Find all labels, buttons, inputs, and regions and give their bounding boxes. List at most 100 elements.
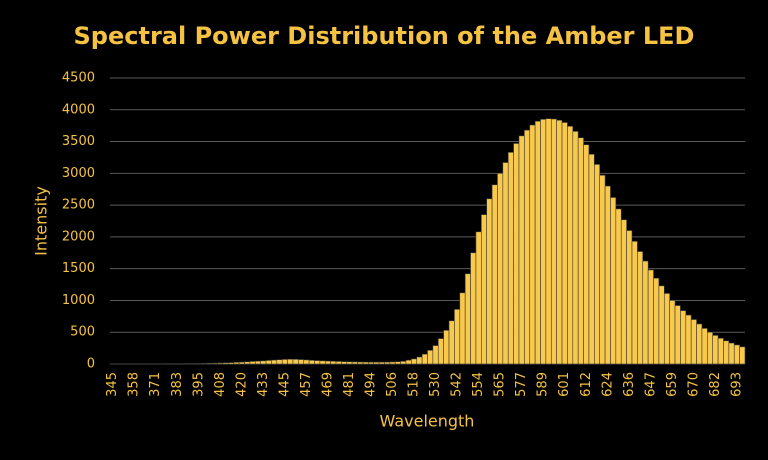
bar	[437, 338, 444, 365]
bar	[567, 126, 574, 365]
bar	[610, 197, 617, 365]
y-tick-label: 3500	[62, 134, 95, 149]
bar	[599, 174, 606, 365]
x-tick-label: 420	[234, 372, 249, 397]
x-tick-label: 358	[127, 372, 142, 397]
bar	[604, 185, 611, 365]
y-tick-label: 0	[87, 357, 95, 372]
bar	[405, 359, 412, 365]
bar	[502, 162, 509, 365]
bar	[357, 361, 364, 365]
bar	[454, 309, 461, 365]
bar	[211, 362, 218, 365]
x-tick-label: 554	[471, 372, 486, 397]
bar	[206, 362, 213, 365]
bar	[594, 164, 601, 365]
bar	[201, 363, 208, 365]
bar	[244, 361, 251, 365]
bar	[341, 361, 348, 365]
bar	[524, 129, 531, 365]
y-tick-label: 4000	[62, 102, 95, 117]
x-axis-label: Wavelength	[380, 412, 475, 431]
x-tick-label: 518	[407, 372, 422, 397]
bar	[507, 152, 514, 365]
bar	[195, 363, 202, 365]
x-tick-label: 433	[256, 372, 271, 397]
y-tick-label: 500	[70, 325, 95, 340]
x-tick-label: 612	[579, 372, 594, 397]
bar	[658, 285, 665, 365]
bar	[448, 320, 455, 365]
bar	[459, 292, 466, 365]
x-tick-label: 565	[493, 372, 508, 397]
bar	[464, 273, 471, 365]
bar	[368, 361, 374, 365]
x-tick-label: 445	[277, 372, 292, 397]
bar	[637, 251, 644, 365]
y-tick-label: 1500	[62, 261, 95, 276]
bar	[707, 331, 714, 365]
bar	[556, 119, 563, 365]
bar	[486, 198, 493, 365]
x-tick-label: 624	[600, 372, 615, 397]
bar	[298, 359, 305, 365]
bar	[534, 120, 541, 365]
x-tick-label: 408	[213, 372, 228, 397]
bar	[346, 361, 353, 365]
bar	[733, 344, 740, 365]
bar	[384, 361, 391, 365]
y-axis-label: Intensity	[32, 186, 51, 256]
y-tick-label: 3000	[62, 166, 95, 181]
x-tick-label: 636	[622, 372, 637, 397]
bar	[362, 361, 369, 365]
bar	[335, 361, 342, 365]
bar	[416, 356, 423, 365]
bar	[314, 360, 321, 365]
x-tick-label: 542	[450, 372, 465, 397]
bar	[319, 360, 326, 365]
bar	[271, 359, 278, 365]
bar	[728, 342, 735, 365]
bar	[588, 153, 595, 365]
bar	[389, 361, 396, 365]
bar	[647, 269, 654, 365]
x-tick-label: 659	[665, 372, 680, 397]
bar	[518, 135, 525, 365]
y-tick-label: 1000	[62, 293, 95, 308]
bar	[717, 337, 724, 365]
bar	[712, 335, 719, 365]
bar	[475, 231, 482, 365]
x-tick-label: 395	[191, 372, 206, 397]
bar	[443, 330, 450, 365]
bar	[497, 173, 504, 365]
bar	[723, 340, 730, 365]
chart-title: Spectral Power Distribution of the Amber…	[74, 22, 695, 50]
bar	[303, 359, 310, 365]
x-tick-label: 469	[320, 372, 335, 397]
bar	[421, 353, 428, 365]
x-tick-label: 481	[342, 372, 357, 397]
bar	[540, 119, 547, 365]
bar	[276, 359, 283, 365]
bar	[233, 362, 240, 365]
bar	[674, 305, 681, 365]
bar	[701, 328, 708, 365]
bar	[378, 361, 385, 365]
bar	[260, 360, 267, 365]
bar	[642, 260, 649, 365]
x-tick-label: 494	[363, 372, 378, 397]
bar	[491, 184, 498, 365]
bar	[583, 144, 590, 365]
y-tick-label: 4500	[62, 71, 95, 86]
bar	[690, 319, 697, 365]
bar	[529, 124, 536, 365]
bar	[324, 360, 331, 365]
bar	[238, 361, 245, 365]
bar	[351, 361, 358, 365]
bar	[696, 323, 703, 365]
x-tick-label: 693	[729, 372, 744, 397]
x-tick-label: 647	[643, 372, 658, 397]
x-tick-label: 577	[514, 372, 529, 397]
y-tick-label: 2000	[62, 229, 95, 244]
